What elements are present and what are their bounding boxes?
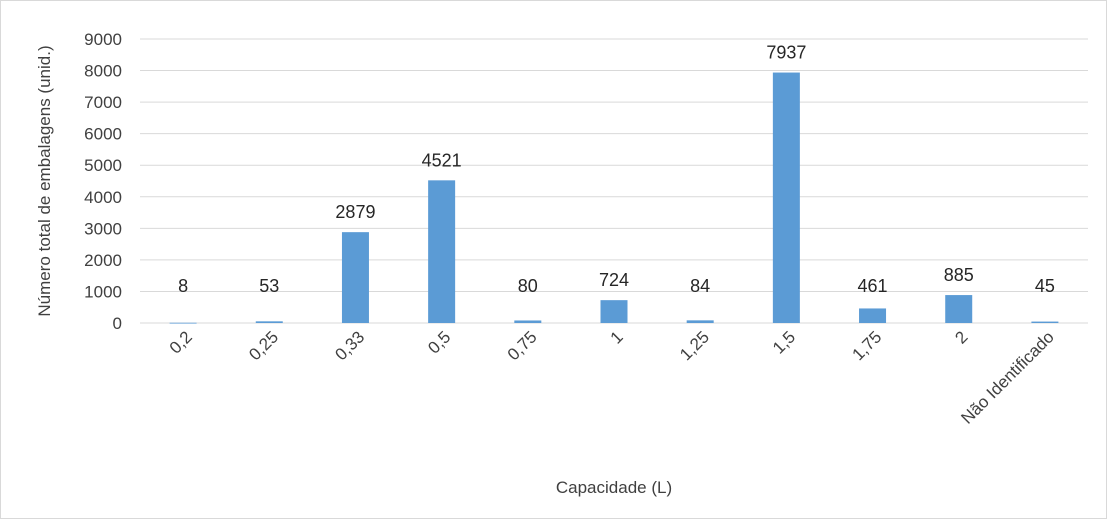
data-label: 7937: [766, 43, 806, 63]
bar: [341, 232, 369, 323]
data-label: 724: [599, 270, 629, 290]
y-tick-label: 0: [113, 314, 122, 333]
bar: [169, 322, 197, 324]
data-label: 84: [690, 276, 710, 296]
y-axis-title: Número total de embalagens (unid.): [35, 45, 54, 316]
data-labels: 8 53 2879 4521 80 724 84 7937 461 885 45: [178, 43, 1055, 296]
x-tick-label: 1,5: [769, 327, 799, 357]
x-tick-label: 0,25: [245, 327, 282, 364]
x-tick-label: 1,25: [676, 327, 713, 364]
bar: [945, 295, 973, 323]
y-tick-label: 3000: [84, 219, 122, 238]
x-tick-label: Não Identificado: [957, 327, 1057, 427]
x-tick-label: 1,75: [849, 327, 886, 364]
data-label: 8: [178, 276, 188, 296]
data-label: 2879: [335, 202, 375, 222]
bars: [169, 72, 1059, 324]
bar: [600, 300, 628, 323]
data-label: 4521: [422, 150, 462, 170]
y-tick-label: 5000: [84, 156, 122, 175]
data-label: 53: [259, 276, 279, 296]
data-label: 80: [518, 276, 538, 296]
y-tick-label: 9000: [84, 30, 122, 49]
x-tick-label: 1: [607, 327, 627, 347]
data-label: 461: [858, 276, 888, 296]
data-label: 885: [944, 265, 974, 285]
y-tick-label: 6000: [84, 125, 122, 144]
bar: [255, 321, 283, 323]
y-tick-label: 8000: [84, 62, 122, 81]
y-tick-label: 2000: [84, 251, 122, 270]
y-tick-label: 7000: [84, 93, 122, 112]
bar: [428, 180, 456, 323]
bar: [686, 320, 714, 323]
bar: [772, 72, 800, 324]
x-tick-label: 0,2: [166, 327, 196, 357]
x-tick-label: 2: [951, 327, 971, 347]
bar: [859, 308, 887, 323]
data-label: 45: [1035, 276, 1055, 296]
x-tick-label: 0,75: [504, 327, 541, 364]
x-axis-title: Capacidade (L): [556, 478, 672, 497]
y-axis-ticks: 0 1000 2000 3000 4000 5000 6000 7000 8000 9000: [84, 30, 122, 333]
bar: [514, 320, 542, 323]
bar: [1031, 321, 1059, 323]
gridlines: [140, 38, 1088, 324]
x-tick-label: 0,5: [424, 327, 454, 357]
y-tick-label: 4000: [84, 188, 122, 207]
y-tick-label: 1000: [84, 282, 122, 301]
x-tick-label: 0,33: [331, 327, 368, 364]
